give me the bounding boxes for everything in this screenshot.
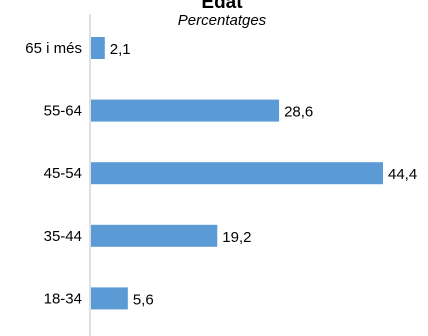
value-label-2: 44,4	[388, 166, 417, 183]
chart-title: Edat	[201, 0, 243, 13]
bar-4	[91, 287, 128, 310]
bar-3	[91, 224, 218, 247]
bar-1	[91, 99, 280, 122]
category-label-1: 55-64	[44, 103, 82, 120]
value-label-3: 19,2	[222, 229, 251, 246]
category-label-3: 35-44	[44, 228, 82, 245]
value-label-1: 28,6	[284, 104, 313, 121]
value-label-0: 2,1	[110, 41, 131, 58]
bar-0	[91, 37, 105, 59]
bar-2	[91, 162, 383, 185]
category-label-2: 45-54	[44, 165, 82, 182]
value-label-4: 5,6	[133, 291, 154, 308]
bars-layer: 65 i més 2,1 55-64 28,6 45-54 44,4 35-44 19,2 18…	[25, 37, 417, 310]
category-label-0: 65 i més	[25, 40, 82, 57]
chart-subtitle: Percentatges	[178, 12, 267, 29]
category-label-4: 18-34	[44, 290, 82, 307]
